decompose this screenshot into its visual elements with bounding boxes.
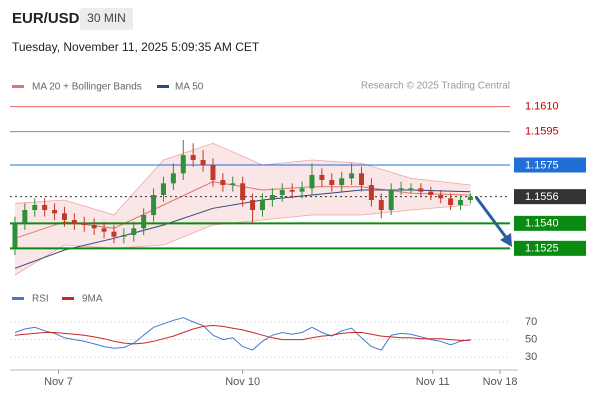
candle-body bbox=[141, 215, 147, 229]
candle-body bbox=[190, 155, 196, 160]
candle-body bbox=[71, 220, 77, 224]
level-badge bbox=[514, 215, 586, 231]
timestamp: Tuesday, November 11, 2025 5:09:35 AM CE… bbox=[12, 40, 260, 54]
legend-label: RSI bbox=[32, 294, 49, 305]
candle-body bbox=[250, 200, 256, 210]
level-badge bbox=[514, 189, 586, 205]
candle-body bbox=[299, 188, 305, 192]
candle-body bbox=[32, 205, 38, 210]
candle-body bbox=[408, 188, 414, 190]
level-label: 1.1575 bbox=[525, 159, 559, 171]
legend-swatch bbox=[12, 85, 24, 88]
x-tick-label: Nov 10 bbox=[225, 376, 260, 388]
candle-body bbox=[467, 196, 473, 200]
candle-body bbox=[111, 231, 117, 237]
source: Research © 2025 Trading Central bbox=[361, 81, 510, 92]
candle-body bbox=[259, 200, 265, 210]
candle-body bbox=[448, 198, 454, 205]
y-tick-label: 50 bbox=[525, 333, 537, 345]
rsi-line bbox=[14, 317, 471, 351]
candle-body bbox=[160, 183, 166, 195]
forecast-arrowhead bbox=[500, 233, 512, 247]
rsi-line bbox=[14, 324, 471, 345]
legend-swatch bbox=[157, 85, 169, 88]
candle-body bbox=[121, 235, 127, 237]
level-label: 1.1595 bbox=[525, 126, 559, 138]
y-tick-label: 30 bbox=[525, 351, 537, 363]
candle-body bbox=[210, 165, 216, 180]
candle-body bbox=[269, 195, 275, 200]
candle-body bbox=[61, 213, 67, 220]
candle-body bbox=[101, 228, 107, 232]
candle-body bbox=[240, 183, 246, 200]
candle-body bbox=[339, 178, 345, 185]
bollinger-fill bbox=[14, 143, 471, 275]
timeframe-badge bbox=[80, 8, 133, 30]
candle-body bbox=[22, 210, 28, 224]
candle-body bbox=[42, 205, 48, 210]
x-tick-label: Nov 11 bbox=[416, 376, 450, 388]
candle-body bbox=[220, 180, 226, 185]
level-badge bbox=[514, 240, 586, 256]
legend-label: MA 50 bbox=[175, 82, 204, 93]
candle-body bbox=[368, 185, 374, 200]
candle-body bbox=[81, 223, 87, 225]
candle-body bbox=[358, 173, 364, 185]
candle-body bbox=[438, 195, 444, 199]
candle-body bbox=[388, 190, 394, 210]
candle-body bbox=[151, 195, 157, 215]
bollinger-upper bbox=[14, 142, 471, 216]
candle-body bbox=[309, 175, 315, 189]
level-label: 1.1540 bbox=[525, 218, 559, 230]
level-label: 1.1610 bbox=[525, 101, 559, 113]
legend-label: 9MA bbox=[82, 294, 103, 305]
legend-swatch bbox=[12, 297, 24, 300]
x-tick-label: Nov 18 bbox=[483, 376, 518, 388]
candle-body bbox=[170, 173, 176, 184]
legend-label: MA 20 + Bollinger Bands bbox=[32, 82, 142, 93]
candle-body bbox=[418, 188, 424, 192]
candle-body bbox=[398, 188, 404, 190]
x-tick-label: Nov 7 bbox=[44, 376, 73, 388]
candle-body bbox=[329, 180, 335, 185]
level-badge bbox=[514, 157, 586, 173]
candle-body bbox=[378, 200, 384, 210]
candle-body bbox=[12, 223, 18, 249]
candle-body bbox=[289, 190, 295, 192]
candle-body bbox=[200, 160, 206, 165]
timeframe: 30 MIN bbox=[87, 11, 126, 25]
candle-body bbox=[457, 200, 463, 205]
candle-body bbox=[131, 228, 137, 235]
legend-swatch bbox=[62, 297, 74, 300]
candle-body bbox=[91, 225, 97, 229]
ma50-line bbox=[14, 189, 471, 269]
symbol: EUR/USD bbox=[12, 10, 80, 27]
candle-body bbox=[230, 183, 236, 185]
candle-body bbox=[349, 173, 355, 179]
candle-body bbox=[52, 210, 58, 214]
candle-body bbox=[180, 155, 186, 174]
candle-body bbox=[319, 175, 325, 180]
level-label: 1.1556 bbox=[525, 191, 559, 203]
candle-body bbox=[279, 190, 285, 195]
level-label: 1.1525 bbox=[525, 243, 559, 255]
forecast-arrow bbox=[474, 196, 510, 241]
y-tick-label: 70 bbox=[525, 316, 537, 328]
candle-body bbox=[428, 191, 434, 195]
